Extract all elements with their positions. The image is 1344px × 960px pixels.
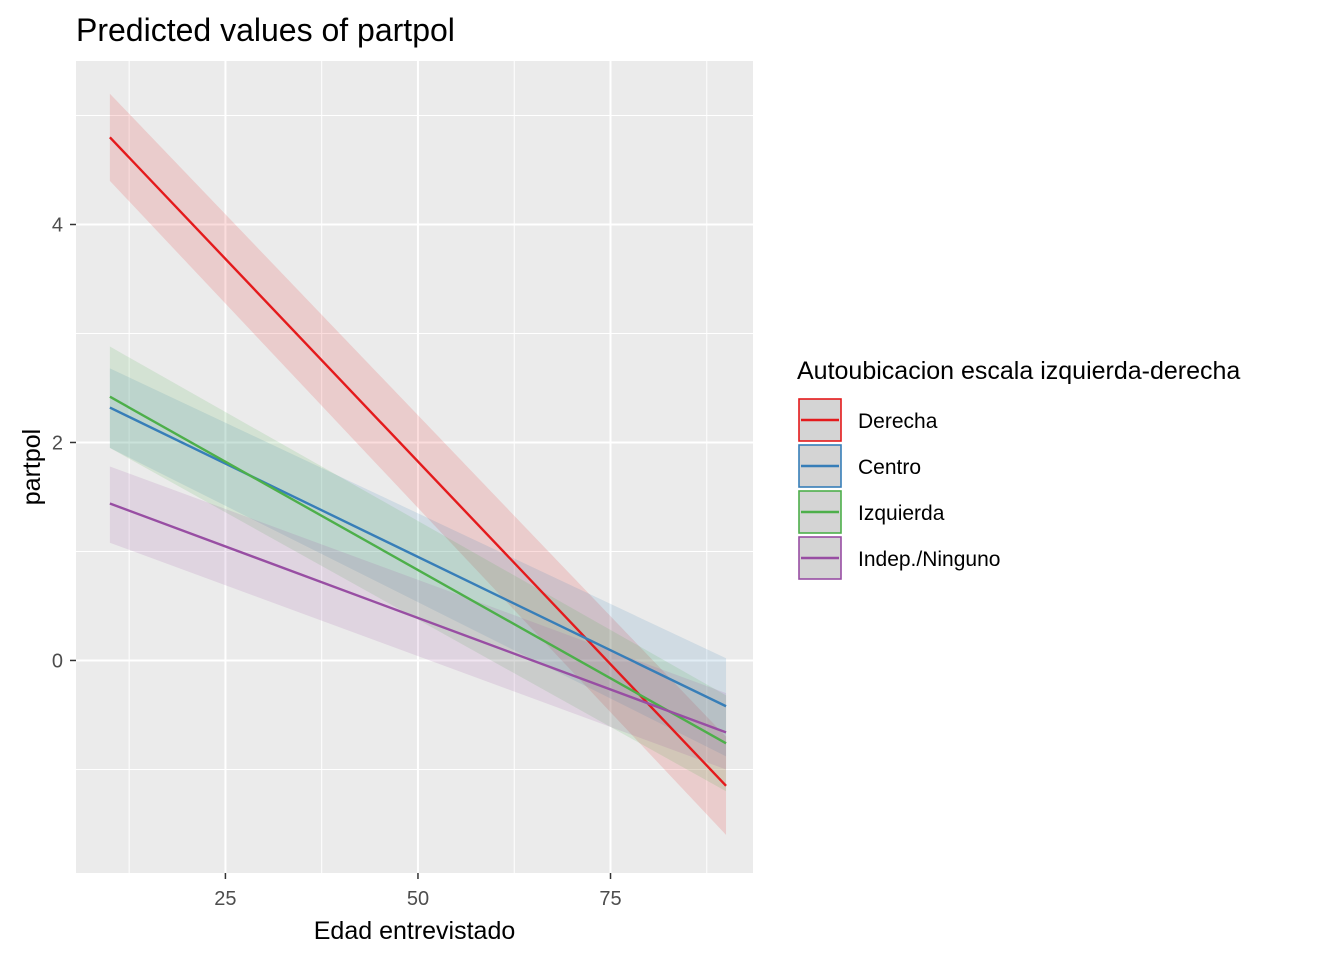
legend-item-indep-ninguno: Indep./Ninguno bbox=[798, 536, 1000, 580]
band-centro bbox=[109, 368, 727, 757]
y-tick-label: 4 bbox=[52, 214, 63, 236]
plot-panel bbox=[76, 61, 753, 873]
y-axis-title: partpol bbox=[18, 429, 46, 505]
x-tick-label: 75 bbox=[599, 888, 621, 910]
series-lines bbox=[109, 136, 727, 787]
legend: Autoubicacion escala izquierda-derecha D… bbox=[797, 357, 1240, 580]
legend-items: Derecha Centro Izquierda Indep./Ninguno bbox=[798, 398, 1000, 580]
legend-label-izquierda: Izquierda bbox=[858, 502, 945, 525]
x-tick-label: 50 bbox=[407, 888, 429, 910]
y-tick-label: 0 bbox=[52, 650, 63, 672]
line-centro bbox=[109, 406, 727, 708]
band-derecha bbox=[109, 93, 727, 835]
y-tick-label: 2 bbox=[52, 432, 63, 454]
legend-item-izquierda: Izquierda bbox=[798, 490, 945, 534]
chart-title: Predicted values of partpol bbox=[76, 12, 455, 48]
legend-item-derecha: Derecha bbox=[798, 398, 938, 442]
x-tick-label: 25 bbox=[214, 888, 236, 910]
legend-label-derecha: Derecha bbox=[858, 410, 938, 433]
axis-ticks: 25 50 75 0 2 4 bbox=[52, 214, 622, 910]
line-izquierda bbox=[109, 395, 727, 745]
legend-label-centro: Centro bbox=[858, 456, 921, 479]
legend-label-indep-ninguno: Indep./Ninguno bbox=[858, 548, 1000, 571]
minor-gridlines bbox=[76, 61, 753, 873]
line-indep-ninguno bbox=[109, 502, 727, 734]
legend-item-centro: Centro bbox=[798, 444, 921, 488]
major-gridlines bbox=[76, 61, 753, 873]
x-axis-title: Edad entrevistado bbox=[314, 917, 516, 945]
line-derecha bbox=[109, 136, 727, 787]
legend-title: Autoubicacion escala izquierda-derecha bbox=[797, 357, 1240, 385]
